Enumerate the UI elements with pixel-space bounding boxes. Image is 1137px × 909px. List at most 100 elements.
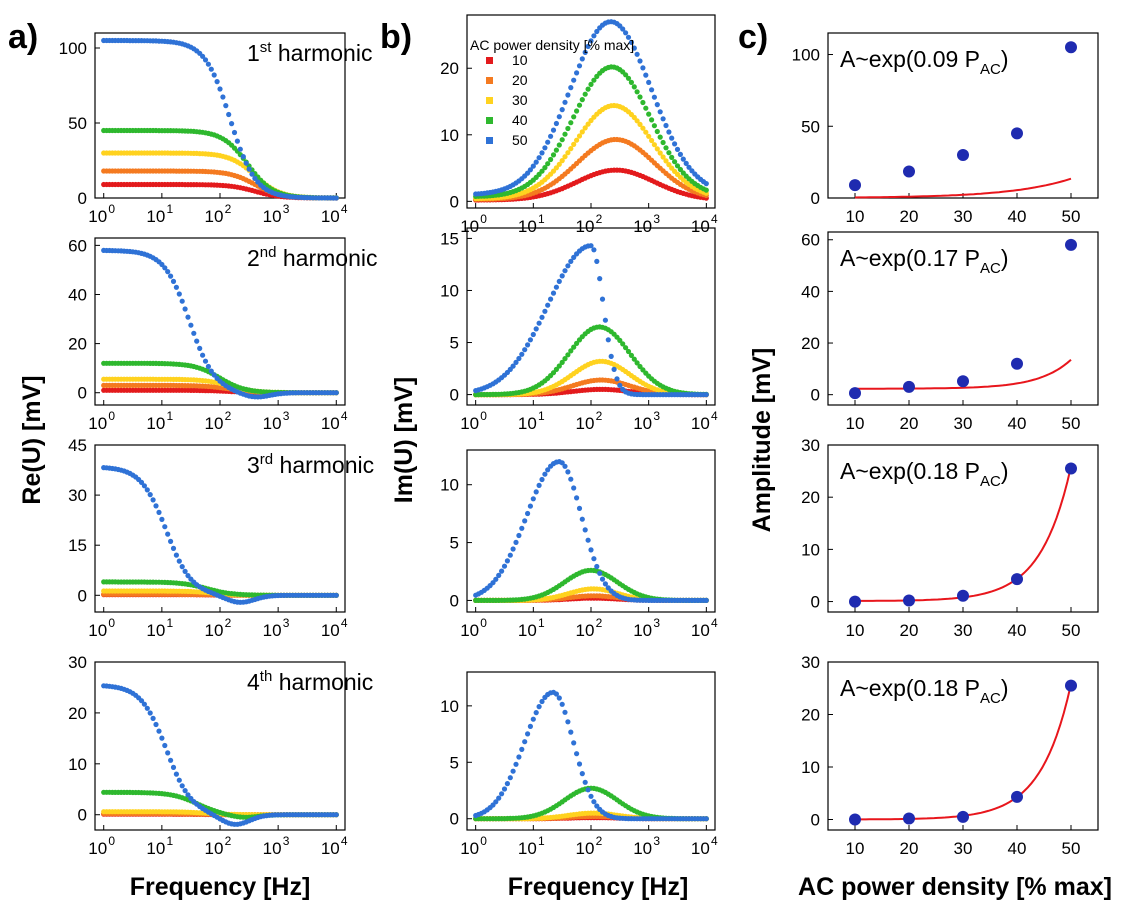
x-tick-label: 10: [321, 207, 340, 226]
data-point: [168, 757, 174, 763]
y-tick-label: 15: [68, 536, 87, 555]
data-point: [217, 86, 223, 92]
data-point: [637, 363, 643, 370]
x-tick-label: 10: [518, 414, 537, 433]
data-point: [660, 116, 666, 122]
x-tick-label: 30: [954, 621, 973, 640]
data-point: [628, 39, 635, 46]
data-point: [553, 147, 560, 153]
data-point: [559, 158, 565, 164]
data-point: [571, 77, 577, 83]
harmonic-annotation: 3rd harmonic: [247, 451, 374, 478]
data-point: [568, 120, 574, 126]
data-point: [179, 298, 185, 304]
data-point: [849, 595, 861, 608]
data-point: [162, 265, 168, 271]
y-tick-label: 0: [78, 384, 87, 403]
data-point: [556, 363, 562, 369]
data-point: [179, 783, 185, 789]
b-xlabel: Frequency [Hz]: [508, 873, 689, 901]
data-point: [657, 109, 663, 115]
y-tick-label: 30: [801, 436, 820, 455]
x-tick-label: 10: [576, 839, 595, 858]
data-point: [568, 85, 574, 91]
legend-item: 40: [486, 112, 528, 128]
data-point: [631, 84, 637, 90]
y-tick-label: 5: [450, 534, 459, 553]
x-tick-label: 10: [146, 621, 165, 640]
x-tick-exponent: 4: [341, 834, 348, 848]
harmonic-annotation: A~exp(0.17 PAC): [840, 245, 1009, 277]
data-point: [231, 129, 238, 136]
data-point: [522, 347, 528, 353]
data-point: [602, 317, 609, 323]
data-point: [669, 154, 675, 160]
data-point: [162, 524, 168, 530]
data-point: [574, 751, 580, 757]
y-tick-label: 20: [68, 335, 87, 354]
data-point: [683, 160, 689, 166]
data-point: [170, 545, 177, 552]
panel-label-a: a): [8, 18, 38, 56]
x-tick-label: 40: [1008, 207, 1027, 226]
data-point: [585, 121, 591, 127]
data-point: [617, 337, 623, 343]
x-tick-label: 10: [88, 839, 107, 858]
data-point: [849, 179, 861, 192]
data-point: [957, 810, 969, 823]
data-point: [703, 181, 709, 187]
data-point: [565, 469, 571, 475]
data-point: [582, 779, 588, 785]
data-point: [556, 161, 562, 167]
x-tick-label: 10: [633, 839, 652, 858]
data-point: [663, 158, 669, 164]
legend-marker: [486, 117, 493, 124]
data-point: [501, 786, 508, 792]
panel-label-b: b): [380, 18, 412, 56]
data-point: [903, 165, 915, 178]
data-point: [637, 94, 643, 100]
x-tick-label: 10: [263, 621, 282, 640]
x-tick-exponent: 3: [283, 834, 290, 848]
data-point: [608, 353, 614, 359]
x-tick-label: 10: [205, 414, 224, 433]
data-point: [533, 326, 539, 332]
data-point: [539, 168, 545, 174]
series-50: [101, 247, 339, 400]
harmonic-annotation: 1st harmonic: [247, 39, 372, 66]
data-point: [522, 518, 528, 524]
data-point: [631, 45, 637, 51]
data-point: [646, 79, 652, 85]
y-tick-label: 20: [801, 488, 820, 507]
data-point: [559, 359, 565, 365]
x-tick-exponent: 4: [341, 409, 348, 423]
series-50: [473, 689, 709, 822]
data-point: [243, 160, 249, 166]
harmonic-annotation: A~exp(0.18 PAC): [840, 458, 1009, 490]
y-tick-label: 0: [811, 189, 820, 208]
data-point: [579, 771, 585, 777]
y-tick-label: 0: [78, 189, 87, 208]
series-50: [473, 243, 709, 398]
data-point: [588, 243, 594, 249]
data-point: [599, 296, 606, 302]
x-tick-exponent: 1: [167, 834, 174, 848]
data-point: [571, 344, 577, 350]
data-point: [179, 564, 185, 570]
x-tick-label: 20: [900, 839, 919, 858]
data-point: [144, 705, 150, 711]
series-40: [473, 785, 709, 822]
data-point: [138, 698, 145, 704]
legend-label: 40: [512, 112, 528, 128]
data-point: [672, 141, 678, 147]
data-point: [185, 792, 191, 798]
data-point: [553, 366, 560, 372]
data-point: [663, 122, 669, 129]
data-point: [568, 146, 574, 152]
data-point: [170, 278, 177, 284]
data-point: [545, 467, 551, 473]
x-tick-label: 20: [900, 207, 919, 226]
data-point: [156, 728, 162, 734]
data-point: [643, 105, 649, 111]
